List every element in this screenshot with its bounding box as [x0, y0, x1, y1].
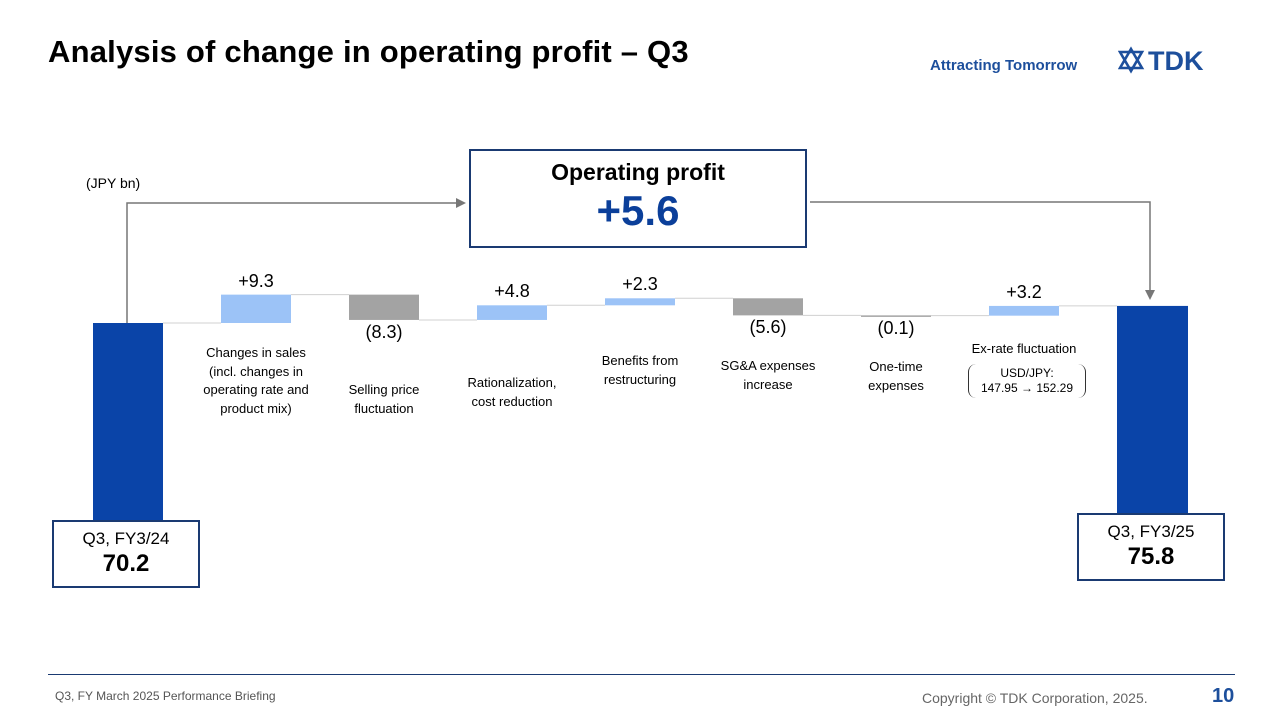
operating-profit-value: +5.6: [596, 187, 680, 234]
end-value: 75.8: [1127, 543, 1175, 570]
step-category-label: Selling price fluctuation: [309, 381, 459, 418]
operating-profit-label: Operating profit: [551, 159, 725, 185]
tdk-logo: TDK: [1118, 46, 1204, 74]
category-label-line: fluctuation: [354, 400, 414, 416]
step-bar: [861, 315, 931, 317]
step-category-label: One-time expenses: [821, 358, 971, 395]
fx-rate-line2: 147.95 → 152.29: [980, 381, 1074, 395]
arrow-to-operating-profit: [126, 202, 458, 323]
category-label-line: (incl. changes in: [209, 363, 303, 379]
start-label: Q3, FY3/24: [82, 529, 170, 548]
category-label-line: expenses: [868, 377, 924, 393]
category-label-line: increase: [743, 376, 793, 392]
fx-rate-note: USD/JPY: 147.95 → 152.29: [968, 364, 1086, 398]
category-label-line: Ex-rate fluctuation: [971, 341, 1077, 356]
step-bar: [733, 298, 803, 316]
step-category-label: Changes in sales (incl. changes in operati…: [181, 344, 331, 418]
step-category-label: Benefits from restructuring: [565, 352, 715, 389]
step-value-label: (5.6): [749, 317, 787, 338]
arrowhead-icon: [456, 198, 466, 208]
category-label-line: product mix): [220, 400, 292, 416]
end-value-box: Q3, FY3/25 75.8: [1077, 513, 1225, 581]
step-bar: [477, 305, 547, 320]
unit-label: (JPY bn): [86, 175, 141, 191]
end-bar: [1117, 305, 1188, 513]
category-label-line: restructuring: [603, 371, 677, 387]
footer-copyright: Copyright © TDK Corporation, 2025.: [922, 690, 1148, 706]
step-value-label: +3.2: [1006, 281, 1042, 302]
step-value-label: (0.1): [877, 317, 915, 338]
category-label-line: Selling price: [348, 382, 420, 397]
step-value-label: +2.3: [622, 274, 658, 295]
category-label-line: One-time: [869, 359, 923, 374]
operating-profit-box: Operating profit +5.6: [469, 149, 807, 248]
category-label-line: Changes in sales: [206, 345, 306, 360]
start-value: 70.2: [102, 550, 150, 577]
svg-text:TDK: TDK: [1148, 46, 1204, 74]
category-label-line: Benefits from: [601, 353, 679, 368]
step-value-label: (8.3): [365, 321, 403, 342]
end-label: Q3, FY3/25: [1107, 522, 1195, 541]
brand-tagline: Attracting Tomorrow: [930, 57, 1078, 74]
start-value-box: Q3, FY3/24 70.2: [52, 520, 200, 588]
category-label-line: SG&A expenses: [720, 358, 816, 373]
step-value-label: +9.3: [238, 270, 274, 291]
step-value-label: +4.8: [494, 281, 530, 302]
fx-rate-line1: USD/JPY:: [1000, 366, 1054, 380]
step-category-label: SG&A expenses increase: [693, 357, 843, 394]
step-bar: [605, 298, 675, 306]
arrow-to-end-bar: [810, 201, 1151, 292]
page-title: Analysis of change in operating profit –…: [48, 34, 689, 69]
step-category-label: Rationalization, cost reduction: [437, 374, 587, 411]
step-category-label: Ex-rate fluctuation: [949, 340, 1099, 359]
arrowhead-icon: [1145, 290, 1155, 300]
category-label-line: cost reduction: [471, 393, 553, 409]
category-label-line: Rationalization,: [467, 375, 557, 390]
page-number: 10: [1212, 685, 1235, 707]
step-bar: [221, 294, 291, 323]
step-bar: [989, 305, 1059, 316]
footer-divider: [48, 674, 1235, 675]
step-bar: [349, 294, 419, 320]
category-label-line: operating rate and: [203, 382, 309, 397]
footer-briefing-title: Q3, FY March 2025 Performance Briefing: [55, 689, 276, 703]
start-bar: [93, 323, 163, 520]
